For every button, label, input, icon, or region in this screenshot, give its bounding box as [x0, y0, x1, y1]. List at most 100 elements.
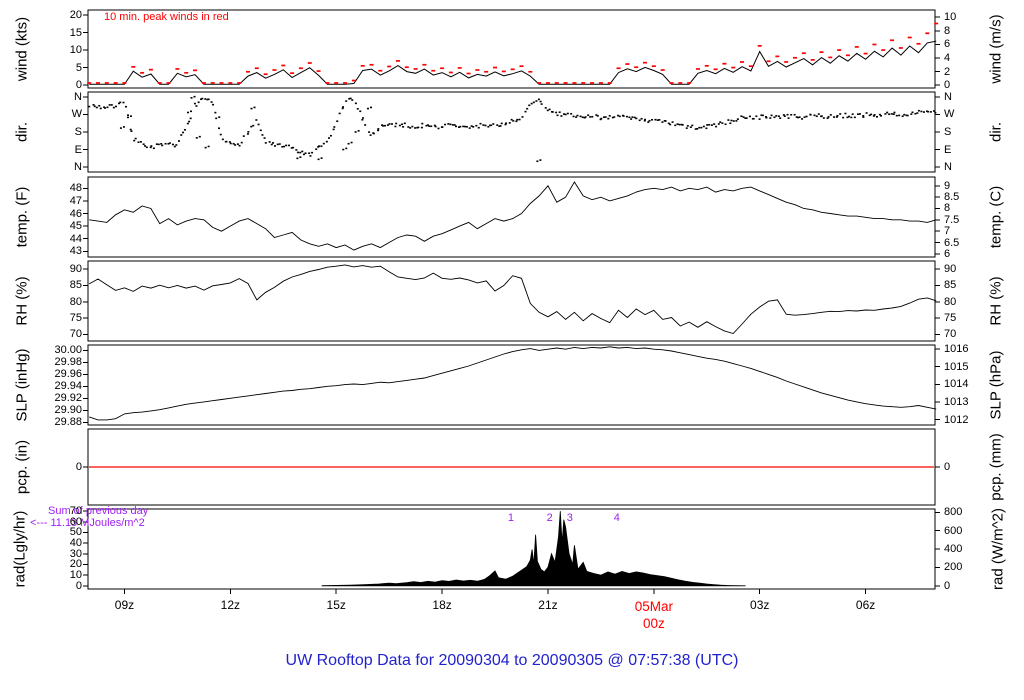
pcp-left-tick-label: 0	[75, 461, 82, 473]
dir-dot	[186, 122, 189, 125]
peak-wind-dot	[554, 82, 559, 84]
dir-dot	[127, 114, 130, 116]
dir-dot	[839, 113, 842, 115]
dir-dot	[630, 118, 633, 120]
dir-dot	[95, 106, 98, 109]
dir-dot	[247, 131, 250, 133]
slp-left-tick-label: 29.92	[54, 392, 82, 405]
dir-dot	[717, 123, 720, 125]
peak-wind-legend: 10 min. peak winds in red	[104, 11, 229, 23]
wind-right-tick-label: 4	[944, 52, 951, 64]
dir-dot	[748, 115, 751, 118]
peak-wind-dot	[731, 66, 736, 69]
dir-dot	[188, 120, 191, 123]
peak-wind-dot	[572, 82, 577, 84]
temp-right-tick-label: 8.5	[944, 191, 960, 204]
dir-dot	[562, 113, 565, 115]
dir-dot	[775, 115, 778, 117]
dir-dot	[234, 144, 237, 146]
peak-wind-dot	[695, 68, 700, 70]
temp-right-tick-label: 7	[944, 225, 951, 238]
temp-left-tick-label: 47	[69, 194, 82, 207]
dir-dot	[348, 97, 351, 100]
dir-dot	[798, 116, 801, 118]
wind-right-tick-label: 10	[944, 11, 957, 24]
dir-dot	[713, 123, 716, 125]
dir-dot	[572, 115, 575, 118]
dir-dot	[920, 110, 923, 113]
dir-dot	[362, 117, 365, 119]
peak-wind-dot	[722, 62, 727, 65]
dir-dot	[691, 124, 694, 127]
dir-dot	[139, 141, 142, 143]
dir-dot	[927, 110, 930, 113]
dir-dot	[454, 125, 457, 128]
peak-wind-dot	[95, 82, 100, 84]
dir-dot	[886, 111, 889, 114]
peak-wind-dot	[210, 82, 215, 84]
dir-dot	[686, 125, 689, 127]
dir-dot	[242, 135, 245, 137]
temp-right-tick-label: 6	[944, 247, 951, 260]
dir-dot	[130, 130, 133, 133]
dir-dot	[640, 117, 643, 120]
dir-dot	[905, 114, 908, 117]
rh-left-tick-label: 80	[69, 295, 82, 308]
dir-dot	[401, 123, 404, 126]
dir-dot	[706, 124, 709, 126]
dir-dot	[268, 141, 271, 143]
peak-wind-dot	[607, 82, 612, 84]
dir-dot	[167, 143, 170, 145]
dir-dot	[214, 111, 217, 114]
dir-dot	[255, 119, 258, 121]
peak-wind-dot	[228, 82, 233, 84]
rad-peak-marker-4: 4	[613, 512, 620, 524]
dir-dot	[342, 106, 345, 108]
slp-left-tick-label: 30.00	[54, 344, 82, 357]
dir-dot	[635, 117, 638, 120]
dir-dot	[398, 124, 401, 127]
peak-wind-dot	[925, 32, 930, 35]
peak-wind-dot	[237, 82, 242, 84]
dir-dot	[515, 120, 518, 123]
dir-dot	[315, 148, 318, 150]
dir-dot	[910, 113, 913, 115]
dir-dot	[656, 119, 659, 121]
x-tick-label: 09z	[114, 598, 135, 612]
dir-dot	[468, 127, 471, 129]
dir-dot	[383, 124, 386, 127]
rad-right-tick-label: 600	[944, 524, 963, 537]
dir-dot	[595, 114, 598, 116]
dir-dot	[548, 108, 551, 111]
peak-wind-dot	[281, 64, 286, 67]
series-line	[89, 40, 937, 85]
dir-dot	[540, 103, 543, 105]
dir-dot	[702, 125, 705, 128]
dir-dot	[801, 118, 804, 120]
dir-dot	[108, 104, 111, 106]
rad-left-tick-label: 60	[69, 515, 82, 528]
dir-dot	[189, 117, 192, 120]
wind-left-tick-label: 0	[75, 79, 82, 92]
dir-dot	[648, 119, 651, 122]
dir-dot	[206, 98, 209, 101]
dir-dot	[875, 116, 878, 118]
peak-wind-dot	[245, 70, 250, 73]
dir-dot	[295, 149, 298, 151]
dir-dot	[504, 123, 507, 126]
temp-left-tick-label: 44	[69, 232, 82, 245]
dir-dot	[555, 111, 558, 114]
rad-left-tick-label: 70	[69, 505, 82, 518]
dir-dot	[893, 111, 896, 114]
dir-dot	[895, 114, 898, 117]
dir-dot	[395, 122, 398, 125]
dir-dot	[409, 127, 412, 129]
peak-wind-dot	[148, 68, 153, 71]
peak-wind-dot	[872, 43, 877, 46]
rh-right-tick-label: 75	[944, 312, 957, 325]
dir-dot	[210, 101, 213, 103]
temp-right-tick-label: 7.5	[944, 213, 960, 226]
series-line	[89, 346, 937, 421]
dir-dot	[304, 152, 307, 155]
